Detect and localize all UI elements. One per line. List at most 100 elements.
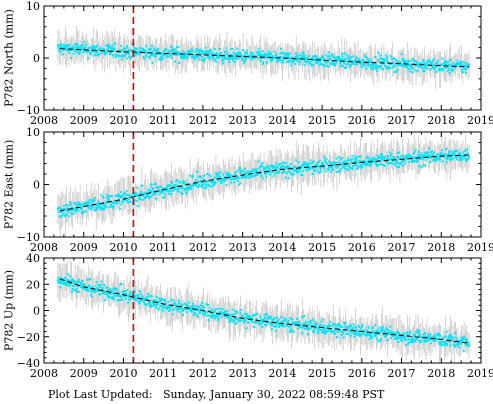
data-point [140, 296, 143, 299]
data-point [159, 300, 162, 303]
data-point [418, 330, 421, 333]
data-point [264, 323, 267, 326]
data-point [296, 323, 299, 326]
data-point [360, 329, 363, 332]
data-point [359, 327, 362, 330]
data-point [181, 192, 184, 195]
data-point [149, 49, 152, 52]
data-point [271, 165, 274, 168]
data-point [157, 307, 160, 310]
data-point [275, 317, 278, 320]
data-point [427, 155, 430, 158]
data-point [275, 166, 278, 169]
data-point [298, 53, 301, 56]
data-point [201, 59, 204, 62]
data-point [308, 166, 311, 169]
data-point [107, 199, 110, 202]
data-point [267, 55, 270, 58]
data-point [172, 50, 175, 53]
data-point [226, 52, 229, 55]
data-point [361, 164, 364, 167]
data-point [70, 206, 73, 209]
data-point [242, 173, 245, 176]
data-point [242, 61, 245, 64]
data-point [223, 177, 226, 180]
data-point [105, 44, 108, 47]
data-point [184, 188, 187, 191]
data-point [304, 322, 307, 325]
data-point [341, 164, 344, 167]
data-point [171, 189, 174, 192]
data-point [136, 47, 139, 50]
data-point [128, 49, 131, 52]
data-point [346, 56, 349, 59]
data-point [207, 55, 210, 58]
data-point [270, 323, 273, 326]
data-point [433, 67, 436, 70]
data-point [268, 167, 271, 170]
data-point [445, 340, 448, 343]
data-point [291, 173, 294, 176]
data-point [284, 166, 287, 169]
data-point [307, 162, 310, 165]
data-point [445, 63, 448, 66]
data-point [280, 320, 283, 323]
data-point [459, 63, 462, 66]
data-point [104, 52, 107, 55]
data-point [287, 60, 290, 63]
data-point [282, 59, 285, 62]
data-point [159, 185, 162, 188]
data-point [86, 49, 89, 52]
data-point [148, 56, 151, 59]
data-point [407, 64, 410, 67]
data-point [117, 49, 120, 52]
data-point [93, 291, 96, 294]
data-point [410, 67, 413, 70]
data-point [326, 162, 329, 165]
data-point [461, 340, 464, 343]
data-point [454, 63, 457, 66]
data-point [254, 313, 257, 316]
data-point [429, 342, 432, 345]
data-point [73, 43, 76, 46]
data-point [151, 54, 154, 57]
data-point [261, 54, 264, 57]
data-point [462, 349, 465, 352]
data-point [429, 333, 432, 336]
data-point [263, 314, 266, 317]
data-point [270, 171, 273, 174]
data-point [370, 65, 373, 68]
data-point [189, 186, 192, 189]
data-point [172, 53, 175, 56]
data-point [338, 324, 341, 327]
data-point [70, 279, 73, 282]
data-point [369, 163, 372, 166]
data-point [95, 281, 98, 284]
data-point [407, 341, 410, 344]
data-point [427, 156, 430, 159]
data-point [107, 292, 110, 295]
data-point [96, 289, 99, 292]
data-point [289, 317, 292, 320]
data-point [447, 337, 450, 340]
data-point [442, 62, 445, 65]
data-point [378, 58, 381, 61]
data-point [183, 57, 186, 60]
data-point [99, 208, 102, 211]
data-point [361, 333, 364, 336]
data-point [203, 183, 206, 186]
data-point [323, 327, 326, 330]
data-point [384, 64, 387, 67]
data-point [393, 337, 396, 340]
data-point [350, 328, 353, 331]
data-point [406, 62, 409, 65]
data-point [66, 279, 69, 282]
data-point [417, 334, 420, 337]
data-point [443, 61, 446, 64]
data-point [322, 331, 325, 334]
data-point [389, 162, 392, 165]
data-point [316, 169, 319, 172]
data-point [319, 329, 322, 332]
data-point [194, 182, 197, 185]
data-point [256, 170, 259, 173]
